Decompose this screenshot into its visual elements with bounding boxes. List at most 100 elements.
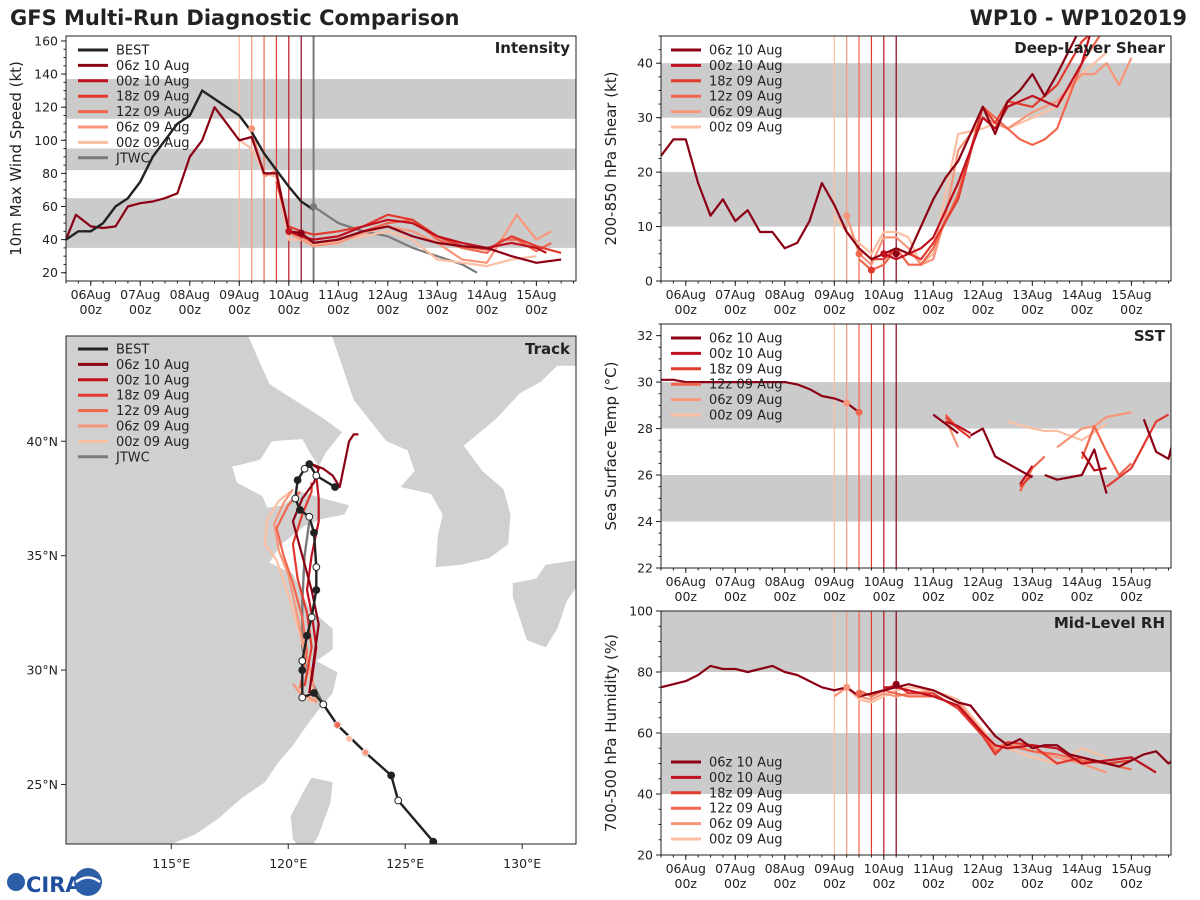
x-tick-day-label: 09Aug [814,861,854,876]
legend-label: 06z 10 Aug [116,358,190,373]
legend-label: 06z 09 Aug [709,393,783,408]
run-series-line [883,686,1157,774]
legend-label: 00z 09 Aug [709,833,783,848]
x-tick-day-label: 10Aug [269,287,309,302]
legend-label: 00z 09 Aug [116,435,190,450]
x-tick-hour-label: 00z [1071,589,1094,604]
best-track-position-marker [312,563,321,572]
x-tick-day-label: 12Aug [368,287,408,302]
x-tick-day-label: 08Aug [765,574,805,589]
panel-title: Track [525,340,571,358]
panel-title: SST [1134,327,1166,345]
plot-frame [65,35,577,282]
best-track-series-line [66,88,315,241]
run-track-line [273,488,318,704]
legend-label: BEST [116,343,149,358]
y-tick-label: 22 [637,561,653,576]
best-track-position-marker [429,837,438,844]
y-tick-label: 28 [637,421,653,436]
best-track-position-marker [331,483,339,491]
x-tick-day-label: 06Aug [71,287,111,302]
x-tick-hour-label: 00z [922,302,945,317]
x-tick-day-label: 08Aug [765,287,805,302]
shear-plot-area [661,36,1171,281]
y-tick-label: 120 [34,100,58,115]
run-start-position-marker [333,721,342,729]
run-start-marker [867,266,875,274]
x-tick-day-label: 11Aug [318,287,358,302]
x-tick-day-label: 08Aug [170,287,210,302]
y-tick-label: 100 [34,133,58,148]
legend-label: 06z 10 Aug [709,332,783,347]
best-track-position-marker [300,464,309,473]
x-tick-hour-label: 00z [179,302,202,317]
run-start-marker [880,250,888,258]
y-tick-label: 80 [637,665,653,680]
legend-label: JTWC [115,450,150,465]
legend-label: 06z 10 Aug [709,44,783,59]
legend-label: 00z 09 Aug [116,136,190,151]
legend-label: 06z 09 Aug [709,105,783,120]
shaded-band [661,382,1171,429]
rh-panel: 2040608010006Aug00z07Aug00z08Aug00z09Aug… [602,604,1172,891]
legend-label: 18z 09 Aug [709,362,783,377]
legend-label: 00z 10 Aug [709,771,783,786]
y-tick-label: 100 [629,604,653,619]
x-tick-day-label: 10Aug [864,287,904,302]
best-track-position-marker [296,506,304,514]
x-tick-hour-label: 00z [327,302,350,317]
x-tick-day-label: 06Aug [666,861,706,876]
longitude-tick-label: 130°E [503,856,541,871]
shaded-band [661,172,1171,227]
x-tick-hour-label: 00z [823,876,846,891]
y-tick-label: 24 [637,514,653,529]
x-tick-day-label: 14Aug [467,287,507,302]
latitude-tick-label: 40°N [26,434,58,449]
x-tick-day-label: 13Aug [1012,574,1052,589]
x-tick-hour-label: 00z [873,876,896,891]
x-tick-day-label: 11Aug [913,574,953,589]
best-track-position-marker [319,700,328,709]
x-tick-hour-label: 00z [1071,302,1094,317]
x-tick-hour-label: 00z [724,589,747,604]
x-tick-day-label: 11Aug [913,861,953,876]
x-tick-hour-label: 00z [922,876,945,891]
x-tick-day-label: 14Aug [1062,861,1102,876]
run-start-marker [297,229,305,237]
x-tick-day-label: 15Aug [1111,574,1151,589]
run-series-line [661,664,1171,768]
legend-label: 06z 09 Aug [709,817,783,832]
x-tick-hour-label: 00z [1120,589,1143,604]
x-tick-hour-label: 00z [675,589,698,604]
panel-title: Intensity [495,39,571,57]
latitude-tick-label: 35°N [26,548,58,563]
best-track-position-marker [303,631,311,640]
x-tick-hour-label: 00z [1071,876,1094,891]
x-tick-hour-label: 00z [525,302,548,317]
x-tick-day-label: 07Aug [715,574,755,589]
x-tick-day-label: 13Aug [417,287,457,302]
best-track-position-marker [293,476,302,485]
legend-label: 00z 10 Aug [116,373,190,388]
legend-label: 00z 10 Aug [709,347,783,362]
x-tick-hour-label: 00z [426,302,449,317]
latitude-tick-label: 30°N [26,663,58,678]
longitude-tick-label: 115°E [152,856,190,871]
latitude-tick-label: 25°N [26,777,58,792]
x-tick-day-label: 06Aug [666,287,706,302]
x-tick-day-label: 09Aug [814,287,854,302]
x-tick-hour-label: 00z [129,302,152,317]
run-series-line [1007,420,1108,442]
y-tick-label: 30 [637,110,653,125]
x-tick-hour-label: 00z [972,302,995,317]
legend-label: 06z 09 Aug [116,121,190,136]
sst-plot-area [661,324,1171,568]
legend-label: 12z 09 Aug [709,802,783,817]
run-series-line [833,686,1107,765]
best-track-position-marker [291,494,300,503]
y-axis-label: 700-500 hPa Humidity (%) [602,634,620,832]
x-tick-hour-label: 00z [873,302,896,317]
best-track-position-marker [310,528,318,537]
storm-id-title: WP10 - WP102019 [970,6,1187,30]
map-frame [65,335,577,845]
